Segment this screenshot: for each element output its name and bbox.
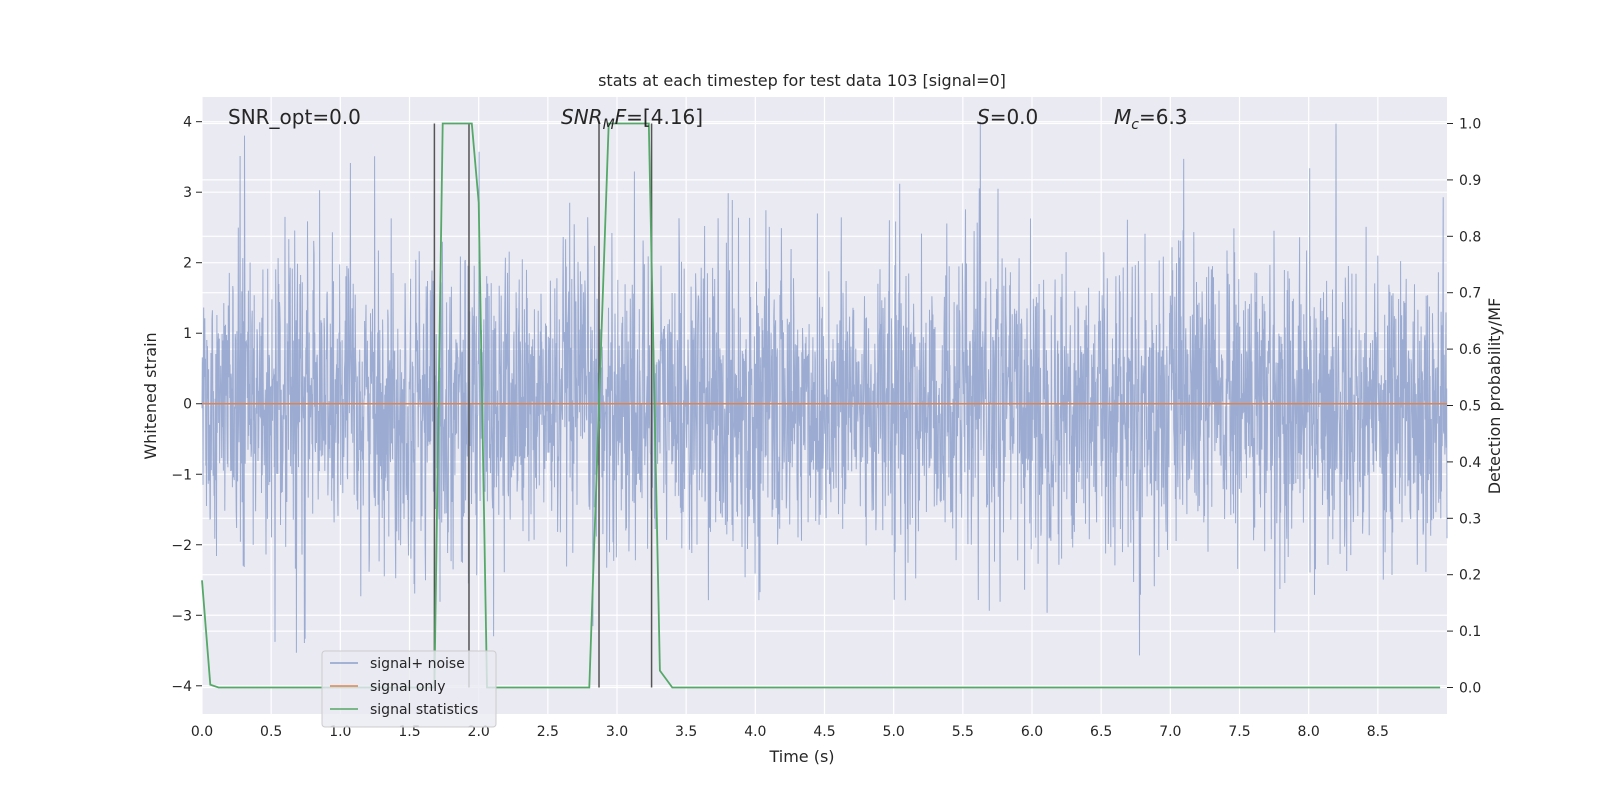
x-tick-label: 4.5 <box>813 724 835 740</box>
y-tick-label-right: 0.6 <box>1459 342 1481 358</box>
x-tick-label: 0.0 <box>191 724 213 740</box>
x-tick-label: 8.0 <box>1298 724 1320 740</box>
x-tick-label: 3.0 <box>606 724 628 740</box>
annotation-mc-value: =6.3 <box>1139 105 1188 129</box>
annotation-snr-mf: SNRMF=[4.16] <box>561 105 703 133</box>
x-tick-label: 7.0 <box>1159 724 1181 740</box>
annotation-s: S=0.0 <box>977 105 1038 129</box>
y-tick-label-right: 0.9 <box>1459 173 1481 189</box>
annotation-s-symbol: S <box>977 105 990 129</box>
tick-layer: 0.0 0.5 1.0 1.5 2.0 2.5 3.0 3.5 4.0 4.5 5.0 5.5 6.0 6… <box>171 115 1481 740</box>
y-tick-label-left: −3 <box>171 608 192 624</box>
y-tick-label-left: −1 <box>171 467 192 483</box>
legend-label-statistics: signal statistics <box>370 702 478 718</box>
x-tick-label: 8.5 <box>1367 724 1389 740</box>
legend-label-signal-only: signal only <box>370 679 445 695</box>
x-tick-label: 2.5 <box>537 724 559 740</box>
annotation-snr-mf-value: =[4.16] <box>626 105 703 129</box>
x-tick-label: 1.5 <box>398 724 420 740</box>
x-tick-label: 0.5 <box>260 724 282 740</box>
annotation-snr-mf-subscript: M <box>603 117 615 133</box>
y-tick-label-right: 0.8 <box>1459 229 1481 245</box>
annotation-s-value: =0.0 <box>990 105 1039 129</box>
y-tick-label-right: 1.0 <box>1459 117 1481 133</box>
y-tick-label-left: 3 <box>183 185 192 201</box>
legend: signal+ noise signal only signal statist… <box>321 650 497 728</box>
y-axis-label-right: Detection probability/MF <box>1485 298 1504 495</box>
annotation-snr-mf-symbol: SNR <box>561 105 603 129</box>
x-tick-label: 7.5 <box>1228 724 1250 740</box>
noise-series-layer <box>201 121 1448 656</box>
y-tick-label-left: 0 <box>183 397 192 413</box>
legend-label-noise: signal+ noise <box>370 656 465 672</box>
y-tick-label-left: −2 <box>171 538 192 554</box>
y-tick-label-right: 0.3 <box>1459 511 1481 527</box>
x-tick-label: 6.5 <box>1090 724 1112 740</box>
y-tick-label-right: 0.1 <box>1459 624 1481 640</box>
x-tick-label: 1.0 <box>329 724 351 740</box>
annotation-snr-mf-symbol2: F <box>615 105 627 129</box>
y-tick-label-right: 0.5 <box>1459 399 1481 415</box>
annotation-mc: Mc=6.3 <box>1114 105 1188 133</box>
annotation-mc-subscript: c <box>1131 117 1139 133</box>
x-tick-label: 3.5 <box>675 724 697 740</box>
x-tick-label: 4.0 <box>744 724 766 740</box>
y-axis-label-left: Whitened strain <box>141 332 160 459</box>
y-tick-label-right: 0.7 <box>1459 286 1481 302</box>
annotation-snr-opt: SNR_opt=0.0 <box>228 105 361 129</box>
y-tick-label-right: 0.0 <box>1459 680 1481 696</box>
y-tick-label-right: 0.2 <box>1459 568 1481 584</box>
x-tick-label: 6.0 <box>1021 724 1043 740</box>
x-axis-label: Time (s) <box>768 747 834 766</box>
y-tick-label-left: 2 <box>183 256 192 272</box>
y-tick-label-left: −4 <box>171 679 192 695</box>
y-tick-label-left: 4 <box>183 115 192 131</box>
annotation-mc-symbol: M <box>1114 105 1131 129</box>
x-tick-label: 5.5 <box>952 724 974 740</box>
x-tick-label: 2.0 <box>468 724 490 740</box>
y-tick-label-left: 1 <box>183 326 192 342</box>
series-signal-plus-noise <box>201 121 1448 656</box>
legend-box <box>321 650 497 728</box>
y-tick-label-right: 0.4 <box>1459 455 1481 471</box>
chart-title: stats at each timestep for test data 103… <box>598 71 1006 90</box>
x-tick-label: 5.0 <box>883 724 905 740</box>
